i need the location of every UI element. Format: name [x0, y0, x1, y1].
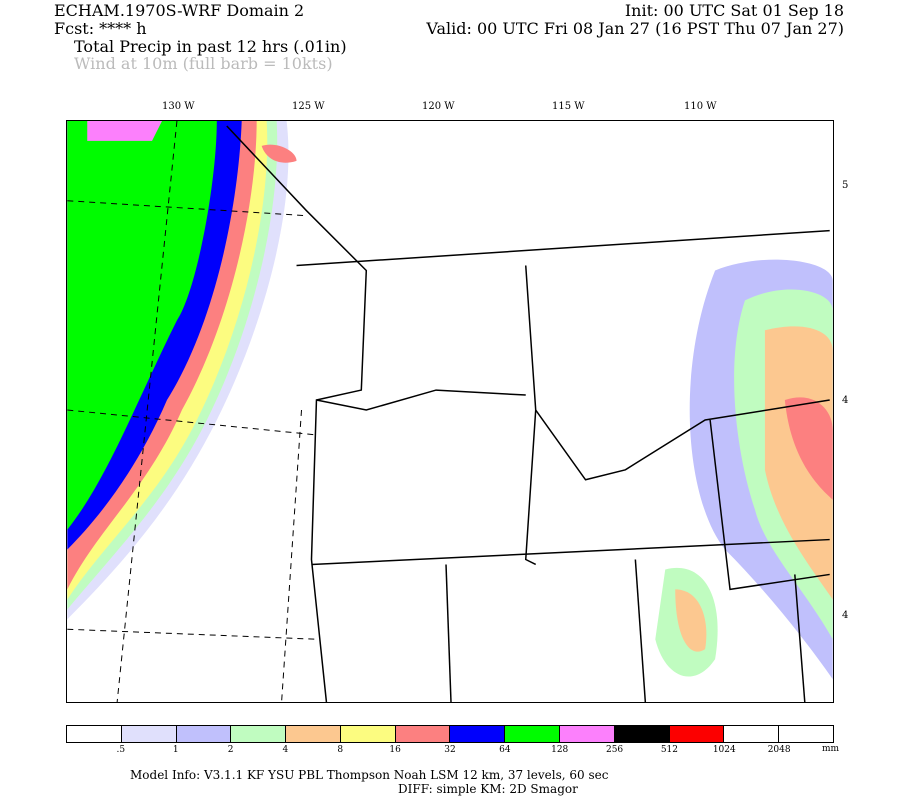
legend-label: 8: [337, 745, 344, 755]
lon-label: 130 W: [162, 101, 195, 112]
legend-swatch: [231, 726, 287, 742]
precip-shading: [67, 121, 833, 680]
legend-swatch: [505, 726, 561, 742]
legend-unit: mm: [822, 744, 840, 754]
legend-swatch: [395, 726, 451, 742]
precip-map: [66, 120, 834, 703]
legend-swatch: [560, 726, 615, 742]
legend-label: 2: [227, 745, 234, 755]
lat-label: 5: [842, 180, 849, 191]
legend-label: 256: [605, 745, 624, 755]
legend-swatch: [176, 726, 232, 742]
legend-swatch: [121, 726, 177, 742]
legend-swatch: [669, 726, 725, 742]
init-time: Init: 00 UTC Sat 01 Sep 18: [624, 1, 844, 20]
lon-label: 120 W: [422, 101, 455, 112]
color-legend: [66, 725, 834, 743]
diff-info: DIFF: simple KM: 2D Smagor: [398, 782, 578, 796]
lon-label: 125 W: [292, 101, 325, 112]
legend-swatch: [779, 726, 833, 742]
lon-label: 115 W: [552, 101, 585, 112]
legend-label: .5: [116, 745, 126, 755]
legend-swatch: [340, 726, 396, 742]
legend-swatch: [614, 726, 670, 742]
lat-lon-grid: [67, 121, 317, 702]
legend-label: 1024: [712, 745, 736, 755]
lat-label: 4: [842, 610, 849, 621]
forecast-hour: Fcst: **** h: [54, 19, 147, 38]
legend-label: 128: [551, 745, 569, 755]
lat-label: 4: [842, 395, 849, 406]
field-wind-label: Wind at 10m (full barb = 10kts): [74, 54, 333, 73]
legend-label: 512: [660, 745, 679, 755]
model-info: Model Info: V3.1.1 KF YSU PBL Thompson N…: [130, 768, 609, 782]
legend-label: 16: [389, 745, 401, 755]
legend-swatch: [724, 726, 780, 742]
borders: [226, 125, 830, 702]
legend-label: 1: [172, 745, 179, 755]
valid-time: Valid: 00 UTC Fri 08 Jan 27 (16 PST Thu …: [426, 19, 844, 38]
model-title: ECHAM.1970S-WRF Domain 2: [54, 1, 305, 20]
legend-label: 2048: [767, 745, 791, 755]
legend-label: 4: [282, 745, 289, 755]
legend-swatch: [450, 726, 506, 742]
legend-swatch: [67, 726, 122, 742]
lon-label: 110 W: [684, 101, 717, 112]
legend-swatch: [286, 726, 341, 742]
field-precip-label: Total Precip in past 12 hrs (.01in): [74, 37, 347, 56]
legend-label: 64: [499, 745, 511, 755]
legend-label: 32: [444, 745, 456, 755]
